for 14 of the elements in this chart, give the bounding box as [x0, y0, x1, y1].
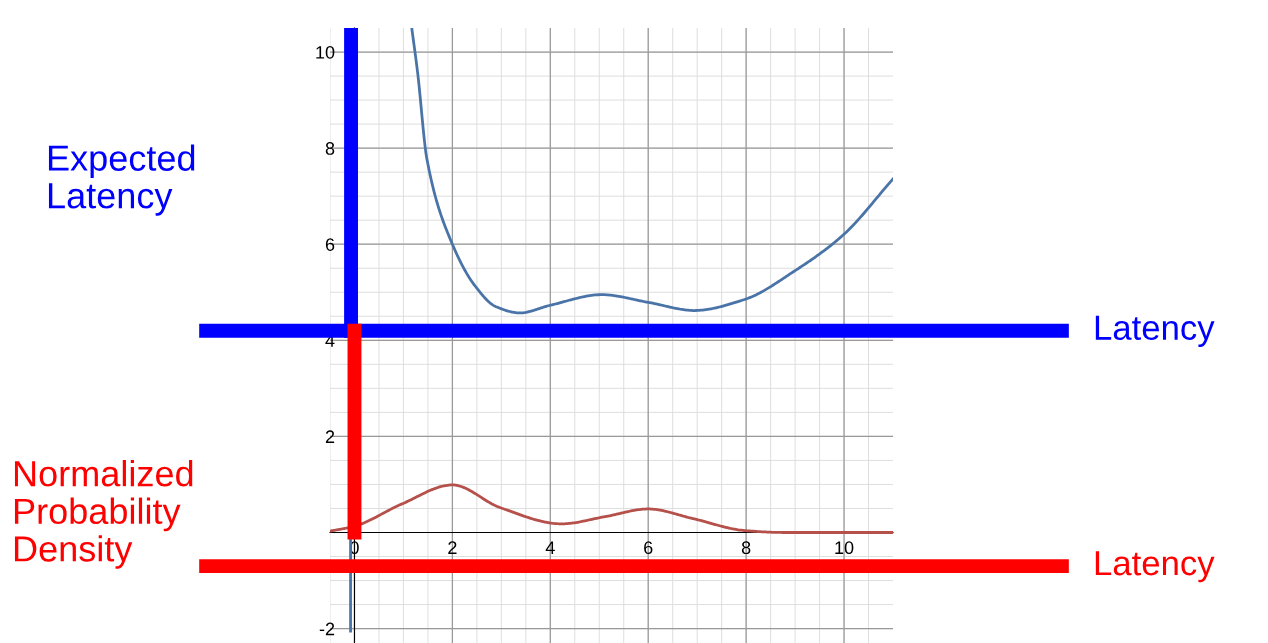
x-tick-label: 8 [741, 541, 751, 555]
y-tick-label: 6 [325, 238, 335, 251]
ref-line-label: Latency [1095, 551, 1215, 583]
ref-line-label: Normalized Probability Density [14, 459, 193, 569]
x-tick-label: 2 [448, 541, 457, 554]
x-tick-label: 4 [545, 541, 555, 554]
y-tick-label: 2 [325, 430, 335, 443]
x-tick-label: 6 [644, 541, 653, 555]
y-tick-label: 8 [325, 142, 335, 155]
y-tick-label: 10 [316, 45, 335, 59]
ref-line-label: Expected Latency [48, 144, 195, 216]
y-tick-label: -2 [319, 622, 335, 636]
x-tick-label: 10 [835, 541, 854, 555]
ref-line-label: Latency [1095, 315, 1215, 347]
